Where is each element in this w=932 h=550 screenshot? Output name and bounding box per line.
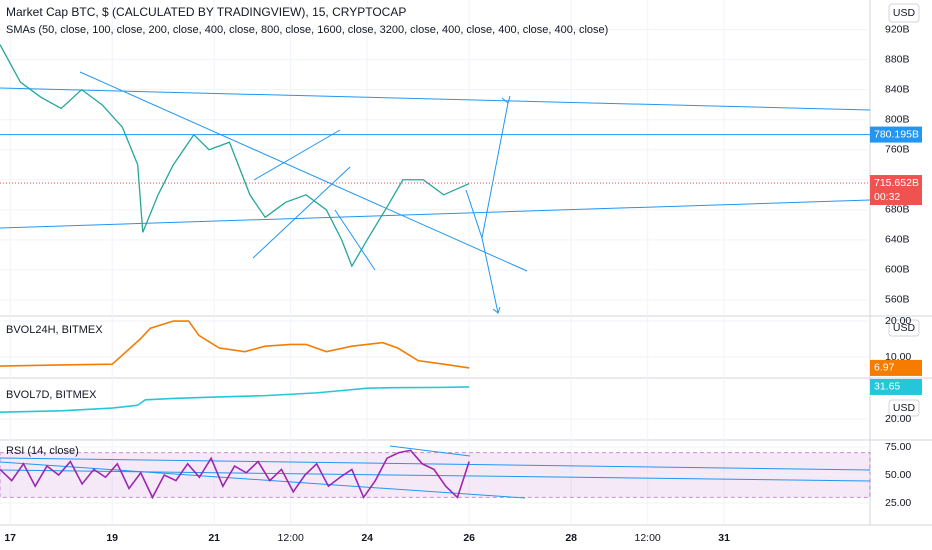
x-tick-label: 26 bbox=[463, 532, 475, 544]
last-value-tag bbox=[870, 359, 922, 376]
indicator-title: SMAs (50, close, 100, close, 200, close,… bbox=[6, 24, 608, 36]
y-tick-label: 600B bbox=[885, 264, 910, 276]
y-tick-label: 50.00 bbox=[885, 469, 911, 481]
last-value-label: 31.65 bbox=[874, 381, 900, 393]
x-tick-label: 12:00 bbox=[278, 532, 304, 544]
countdown-label: 00:32 bbox=[874, 191, 900, 203]
price-level-label: 780.195B bbox=[874, 128, 919, 140]
last-value-label: 6.97 bbox=[874, 362, 895, 374]
y-tick-label: 760B bbox=[885, 144, 910, 156]
currency-button[interactable] bbox=[888, 399, 920, 417]
y-tick-label: 25.00 bbox=[885, 497, 911, 509]
currency-label[interactable]: USD bbox=[893, 7, 916, 19]
drawings bbox=[0, 71, 871, 499]
y-tick-label: 680B bbox=[885, 204, 910, 216]
currency-label[interactable]: USD bbox=[893, 322, 916, 334]
y-tick-label: 20.00 bbox=[885, 413, 911, 425]
chart-title: Market Cap BTC, $ (CALCULATED BY TRADING… bbox=[6, 5, 406, 19]
x-tick-label: 24 bbox=[361, 532, 373, 544]
currency-label[interactable]: USD bbox=[893, 402, 916, 414]
series-line bbox=[0, 386, 470, 413]
series-line bbox=[0, 320, 470, 369]
last-value-label: 715.652B bbox=[874, 177, 919, 189]
pane-title: BVOL7D, BITMEX bbox=[6, 389, 97, 401]
pane-title: BVOL24H, BITMEX bbox=[6, 324, 103, 336]
y-tick-label: 10.00 bbox=[885, 351, 911, 363]
x-tick-label: 12:00 bbox=[635, 532, 661, 544]
x-tick-label: 28 bbox=[565, 532, 577, 544]
last-value-tag bbox=[870, 378, 922, 395]
y-tick-label: 640B bbox=[885, 234, 910, 246]
x-tick-label: 31 bbox=[718, 532, 730, 544]
y-tick-label: 20.00 bbox=[885, 315, 911, 327]
series-line bbox=[0, 449, 470, 500]
x-tick-label: 21 bbox=[208, 532, 220, 544]
y-tick-label: 880B bbox=[885, 53, 910, 65]
currency-button[interactable] bbox=[888, 319, 920, 337]
series-line bbox=[0, 44, 470, 268]
x-tick-label: 17 bbox=[4, 532, 16, 544]
x-tick-label: 19 bbox=[106, 532, 118, 544]
y-tick-label: 800B bbox=[885, 113, 910, 125]
pane-title: RSI (14, close) bbox=[6, 445, 79, 457]
last-value-tag bbox=[870, 175, 922, 206]
y-tick-label: 920B bbox=[885, 23, 910, 35]
y-tick-label: 75.00 bbox=[885, 441, 911, 453]
price-level-tag bbox=[870, 126, 922, 143]
y-tick-label: 840B bbox=[885, 83, 910, 95]
currency-button[interactable] bbox=[888, 3, 920, 23]
y-tick-label: 560B bbox=[885, 294, 910, 306]
